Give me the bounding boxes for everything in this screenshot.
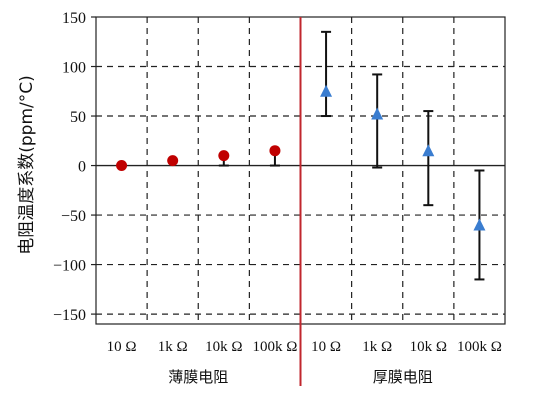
data-point-circle	[269, 145, 281, 157]
data-point-circle	[167, 155, 179, 167]
group-label: 厚膜电阻	[373, 368, 433, 386]
y-axis-label: 电阻温度系数(ppm/°C)	[17, 75, 37, 255]
data-point-circle	[116, 160, 128, 172]
x-category-label: 10 Ω	[311, 339, 341, 355]
x-category-label: 100k Ω	[457, 339, 502, 355]
x-category-label: 1k Ω	[362, 339, 392, 355]
y-tick-label: −100	[53, 258, 86, 275]
data-point-triangle	[473, 218, 486, 231]
data-point-triangle	[320, 84, 333, 97]
y-tick-label: 150	[62, 10, 86, 27]
y-tick-label: −50	[61, 208, 86, 225]
y-tick-labels: 150 100 50 0 −50 −100 −150	[53, 10, 96, 324]
x-category-label: 10k Ω	[410, 339, 447, 355]
data-markers	[116, 84, 486, 231]
x-category-labels: 10 Ω 1k Ω 10k Ω 100k Ω 10 Ω 1k Ω 10k Ω 100k Ω	[107, 339, 502, 355]
x-category-label: 1k Ω	[158, 339, 188, 355]
grid-lines	[96, 17, 505, 324]
data-point-triangle	[422, 144, 435, 157]
group-labels: 薄膜电阻 厚膜电阻	[168, 368, 433, 386]
y-tick-label: 50	[70, 109, 86, 126]
x-category-label: 10 Ω	[107, 339, 137, 355]
y-tick-label: −150	[53, 307, 86, 324]
y-tick-label: 0	[78, 159, 86, 176]
data-point-triangle	[371, 107, 384, 120]
y-tick-label: 100	[62, 60, 86, 77]
x-category-label: 10k Ω	[205, 339, 242, 355]
data-point-circle	[218, 150, 230, 162]
x-category-label: 100k Ω	[252, 339, 297, 355]
group-label: 薄膜电阻	[168, 368, 228, 386]
